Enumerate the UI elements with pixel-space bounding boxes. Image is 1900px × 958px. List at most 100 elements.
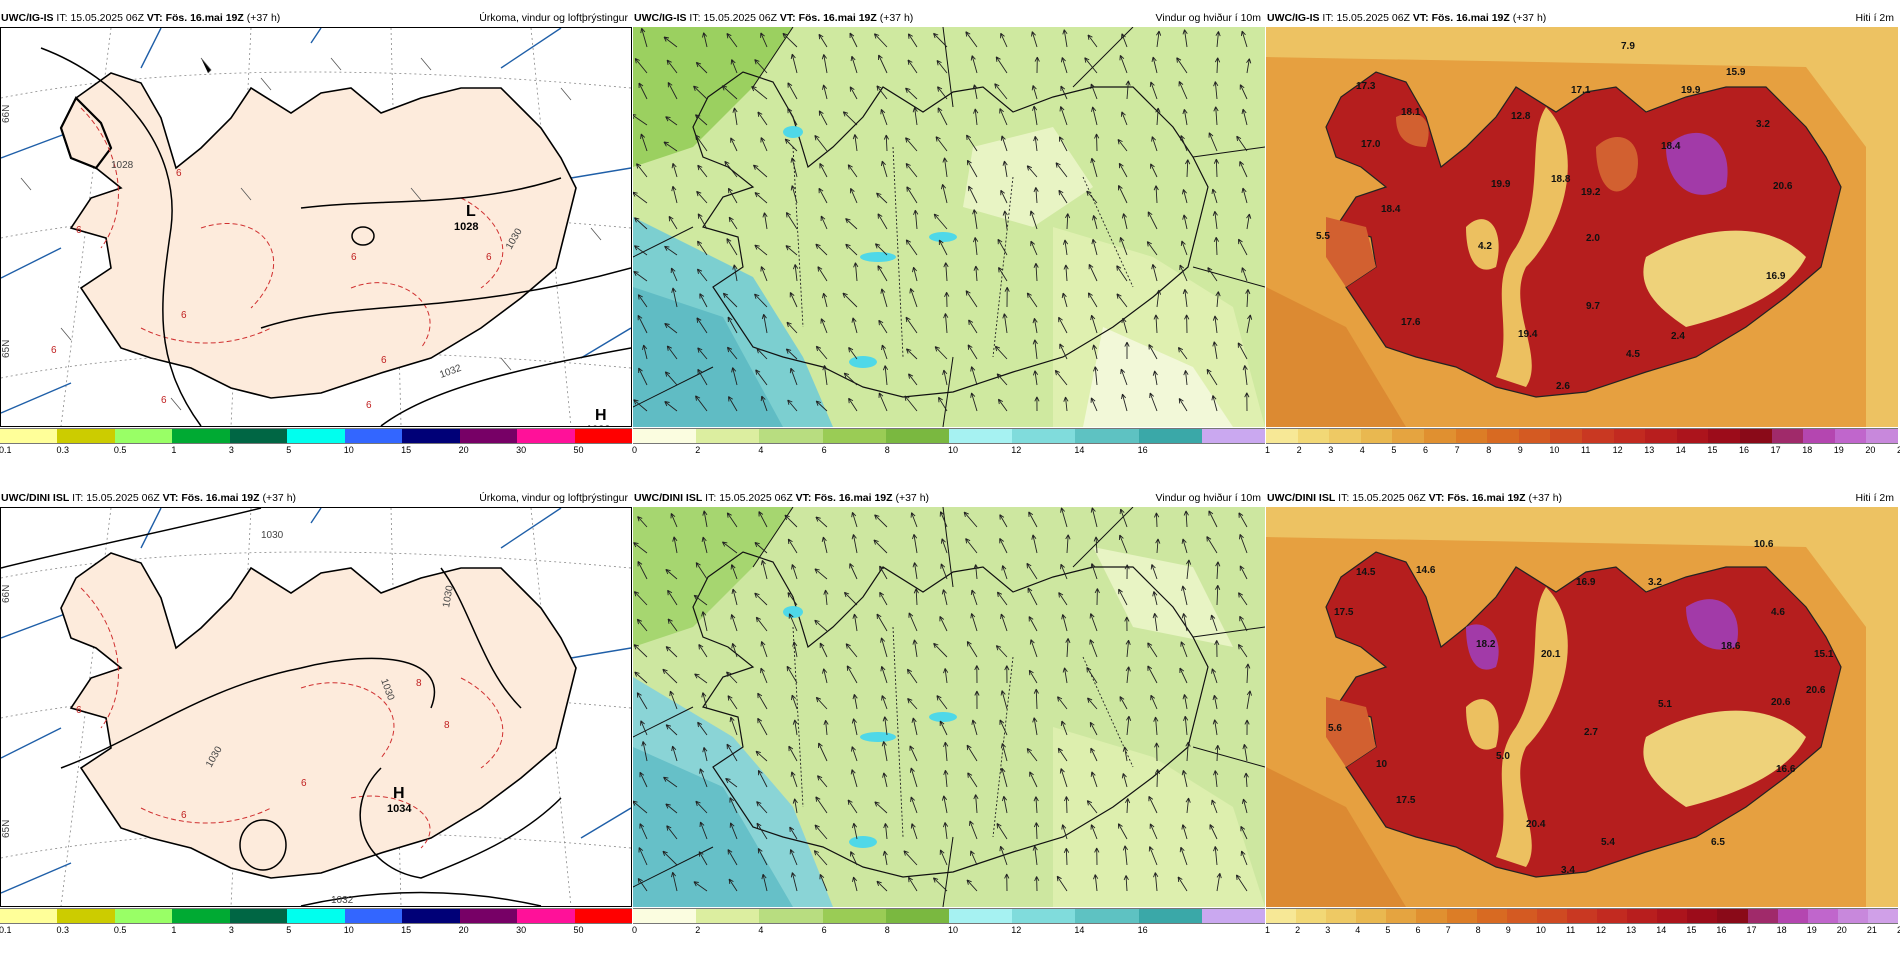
wind-arrow bbox=[998, 267, 1008, 282]
wind-arrow bbox=[636, 163, 648, 178]
wind-arrow bbox=[1026, 562, 1038, 580]
wind-arrow bbox=[847, 164, 858, 178]
wind-arrow bbox=[1213, 236, 1219, 256]
wind-arrow bbox=[1237, 644, 1248, 658]
wind-arrow bbox=[1215, 561, 1221, 580]
wind-arrow bbox=[1001, 795, 1008, 814]
wind-arrow bbox=[633, 114, 648, 126]
wind-arrow bbox=[813, 850, 828, 866]
precip-label: 8 bbox=[444, 720, 450, 731]
colorbar-tick-label: 15 bbox=[1707, 445, 1718, 455]
precip-label: 6 bbox=[486, 252, 492, 263]
wind-arrow bbox=[822, 292, 828, 308]
colorbar bbox=[633, 908, 1266, 924]
wind-arrow bbox=[785, 348, 798, 360]
wind-map[interactable] bbox=[633, 507, 1265, 907]
valid-time: Fös. 16.mai 19Z bbox=[798, 12, 877, 24]
wind-arrow bbox=[1153, 872, 1159, 892]
isobar-label: 1030 bbox=[441, 584, 456, 608]
colorbar-tick-label: 4 bbox=[1359, 445, 1365, 455]
wind-arrow bbox=[1176, 57, 1188, 74]
wind-map[interactable] bbox=[633, 27, 1265, 427]
wind-arrow bbox=[1242, 365, 1248, 386]
colorbar-tick-label: 10 bbox=[1549, 445, 1560, 455]
wind-arrow bbox=[1149, 823, 1158, 840]
wind-arrow bbox=[1124, 341, 1130, 359]
wind-arrow bbox=[882, 850, 888, 866]
colorbar-swatch bbox=[172, 909, 230, 923]
wind-arrow bbox=[1065, 638, 1071, 658]
colorbar-tick-label: 8 bbox=[884, 925, 890, 935]
wind-arrow bbox=[1246, 314, 1253, 334]
colorbar-swatch bbox=[344, 909, 403, 923]
wind-arrow bbox=[1149, 81, 1158, 100]
wind-arrow bbox=[999, 719, 1008, 736]
colorbar-tick-label: 18 bbox=[1802, 445, 1813, 455]
temperature-map[interactable]: 10.6 14.5 14.6 16.9 3.2 17.5 4.6 18.2 20.1 18.6 20… bbox=[1266, 507, 1898, 907]
model-name: UWC/IG-IS bbox=[1, 12, 54, 24]
wind-arrow bbox=[912, 639, 918, 658]
wind-arrow bbox=[965, 538, 978, 554]
wind-arrow bbox=[1124, 564, 1130, 580]
precip-label: 6 bbox=[181, 310, 187, 321]
wind-arrow bbox=[790, 872, 798, 892]
wind-arrow bbox=[877, 265, 888, 282]
wind-arrow bbox=[792, 719, 798, 736]
wind-arrow bbox=[1215, 31, 1221, 48]
valid-time: Fös. 16.mai 19Z bbox=[1431, 12, 1510, 24]
wind-arrow bbox=[1239, 533, 1248, 554]
wind-arrow bbox=[758, 511, 768, 528]
wind-arrow bbox=[1034, 876, 1040, 892]
wind-arrow bbox=[1087, 697, 1098, 710]
wind-arrow bbox=[938, 396, 948, 412]
wind-arrow bbox=[1065, 213, 1071, 230]
temperature-value: 2.0 bbox=[1586, 233, 1600, 244]
wind-arrow bbox=[905, 316, 918, 334]
wind-arrow bbox=[1118, 588, 1128, 606]
wind-arrow bbox=[751, 86, 768, 100]
colorbar-tick-label: 20 bbox=[458, 925, 469, 935]
wind-arrow bbox=[1240, 30, 1248, 48]
precipitation-map[interactable]: L 1028 H 1032 1028 1030 1032 6 6 6 6 6 6… bbox=[0, 27, 632, 427]
colorbar-swatch bbox=[1866, 429, 1898, 443]
wind-arrow bbox=[912, 107, 918, 126]
colorbar-tick-label: 8 bbox=[884, 445, 890, 455]
precipitation-map[interactable]: H 1034 1030 1030 1030 1030 1032 8 8 6 6 … bbox=[0, 507, 632, 907]
wind-arrow bbox=[730, 59, 738, 74]
wind-arrow bbox=[1033, 262, 1039, 282]
colorbar-tick-label: 17 bbox=[1746, 925, 1757, 935]
wind-arrow bbox=[1148, 846, 1158, 866]
wind-arrow bbox=[756, 822, 768, 840]
wind-arrow bbox=[1180, 240, 1188, 256]
colorbar-tick-label: 17 bbox=[1770, 445, 1781, 455]
temperature-map[interactable]: 7.9 15.9 17.3 19.9 17.1 18.1 12.8 3.2 17.0 18.4 18… bbox=[1266, 27, 1898, 427]
wind-arrow bbox=[696, 317, 708, 334]
wind-arrow bbox=[633, 591, 648, 606]
colorbar-tick-label: 14 bbox=[1675, 445, 1686, 455]
wind-arrow bbox=[665, 803, 678, 814]
wind-arrow bbox=[819, 163, 828, 178]
pressure-value: 1032 bbox=[586, 424, 610, 426]
wind-arrow bbox=[670, 513, 678, 528]
wind-arrow bbox=[970, 613, 978, 632]
wind-arrow bbox=[1092, 215, 1098, 230]
wind-arrow bbox=[970, 392, 978, 412]
colorbar-swatch bbox=[229, 429, 288, 443]
wind-arrow bbox=[1031, 85, 1038, 100]
wind-arrow bbox=[1028, 616, 1038, 632]
colorbar-swatch bbox=[0, 909, 58, 923]
init-time: 15.05.2025 06Z bbox=[86, 492, 160, 504]
wind-arrow bbox=[1212, 719, 1218, 736]
wind-arrow bbox=[999, 538, 1008, 554]
wind-arrow bbox=[1244, 392, 1250, 412]
wind-arrow bbox=[1059, 768, 1068, 788]
colorbar-tick-label: 13 bbox=[1644, 445, 1655, 455]
colorbar-tick-label: 10 bbox=[948, 445, 959, 455]
wind-arrow bbox=[663, 776, 678, 788]
wind-arrow bbox=[727, 695, 738, 710]
wind-arrow bbox=[1117, 823, 1128, 840]
wind-arrow bbox=[817, 775, 828, 788]
wind-arrow bbox=[671, 871, 678, 892]
wind-arrow bbox=[843, 372, 858, 386]
wind-arrow bbox=[637, 878, 648, 892]
